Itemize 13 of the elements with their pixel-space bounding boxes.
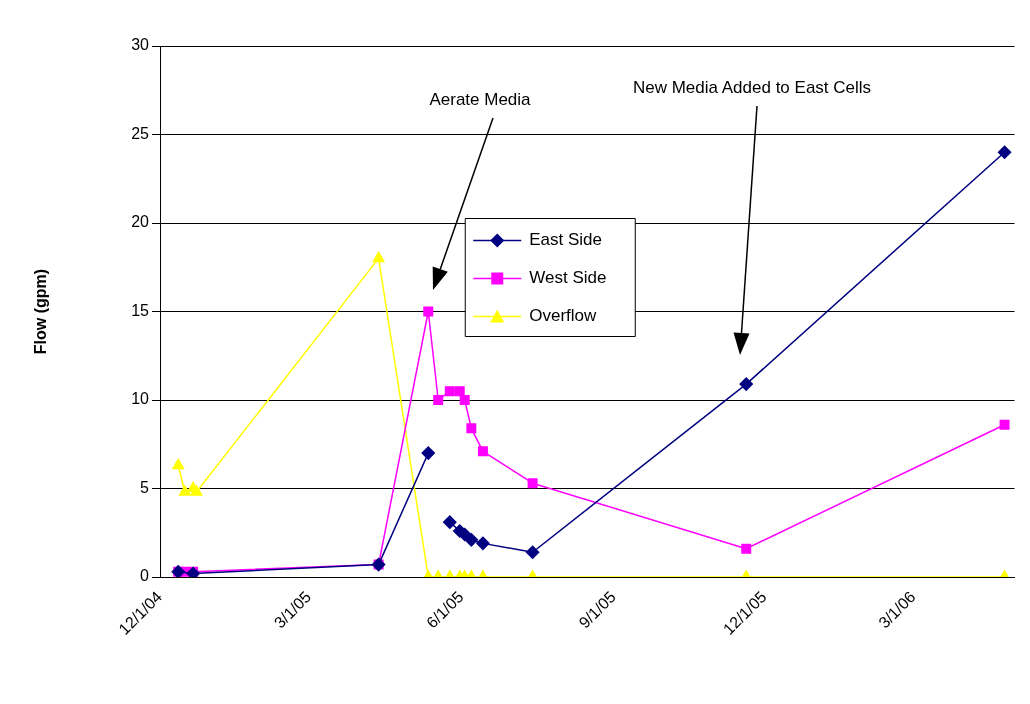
y-tick-label: 15 (131, 301, 150, 319)
legend-label: Overflow (529, 306, 598, 326)
y-tick-label: 10 (131, 390, 150, 408)
y-axis-title: Flow (gpm) (32, 268, 50, 355)
y-tick-label: 5 (140, 478, 150, 496)
annotation: New Media Added to East Cells (632, 78, 872, 98)
legend-label: West Side (529, 268, 607, 288)
annotation: Aerate Media (429, 90, 531, 110)
legend-label: East Side (529, 230, 603, 250)
y-tick-label: 30 (131, 36, 150, 54)
y-tick-label: 25 (131, 124, 150, 142)
y-tick-label: 20 (131, 213, 150, 231)
y-tick-label: 0 (140, 567, 150, 585)
